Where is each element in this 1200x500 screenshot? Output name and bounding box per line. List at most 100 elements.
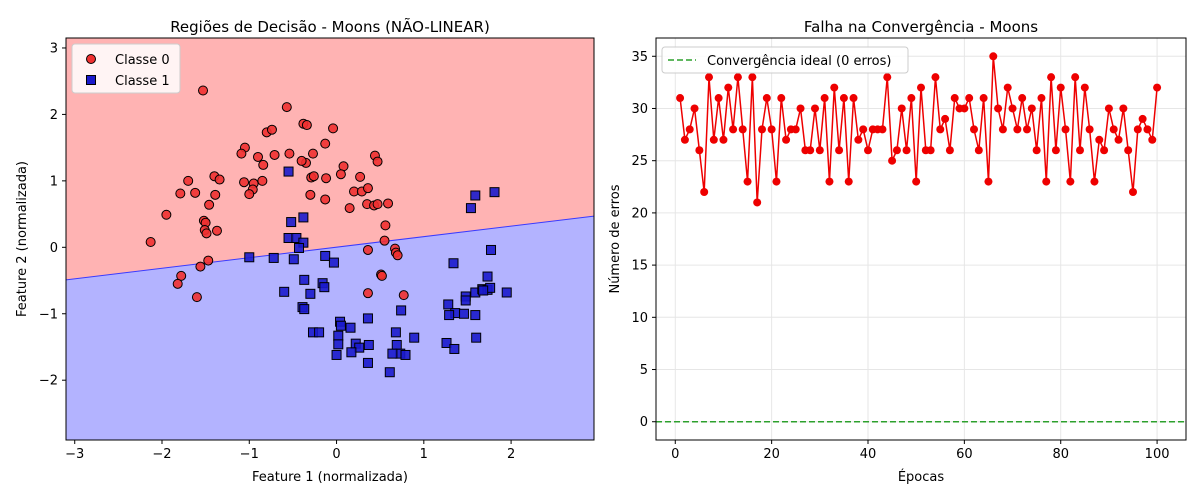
right-grid	[656, 38, 1186, 440]
right-chart-title: Falha na Convergência - Moons	[804, 18, 1038, 36]
error-point	[926, 146, 935, 155]
scatter-point-classe-0	[190, 187, 201, 198]
error-point	[1071, 73, 1080, 82]
error-point	[849, 94, 858, 103]
scatter-point-classe-0	[380, 220, 391, 231]
scatter-point-classe-1	[328, 257, 339, 268]
errors-line	[679, 56, 1158, 203]
error-point	[1114, 135, 1123, 144]
left-y-axis-label: Feature 2 (normalizada)	[15, 161, 30, 317]
x-tick-label: −2	[152, 447, 171, 462]
scatter-point-classe-0	[201, 228, 212, 239]
error-point	[762, 94, 771, 103]
scatter-point-classe-0	[239, 177, 250, 188]
error-point	[1013, 125, 1022, 134]
legend-label-ideal-line: Convergência ideal (0 erros)	[707, 54, 891, 69]
scatter-point-classe-0	[335, 169, 346, 180]
error-point	[690, 104, 699, 113]
scatter-point-classe-0	[145, 236, 156, 247]
error-point	[994, 104, 1003, 113]
scatter-point-classe-1	[441, 337, 452, 348]
scatter-point-classe-0	[195, 261, 206, 272]
scatter-point-classe-1	[299, 274, 310, 285]
scatter-point-classe-1	[333, 330, 344, 341]
scatter-point-classe-0	[257, 175, 268, 186]
scatter-point-classe-0	[320, 194, 331, 205]
legend-label-classe-1: Classe 1	[115, 74, 170, 89]
right-legend: Convergência ideal (0 erros)	[661, 46, 909, 74]
scatter-point-classe-0	[172, 278, 183, 289]
y-tick-label: 15	[631, 259, 648, 274]
left-x-axis-label: Feature 1 (normalizada)	[252, 470, 408, 485]
decision-region-chart: −3 −2 −1 0 1 2 −2 −1 0 1 2 3 Regiões de Decisão - …	[15, 17, 595, 485]
error-point	[1042, 177, 1051, 186]
error-point	[941, 114, 950, 123]
error-point	[1109, 125, 1118, 134]
scatter-point-classe-0	[379, 235, 390, 246]
error-point	[791, 125, 800, 134]
scatter-point-classe-0	[203, 255, 214, 266]
scatter-point-classe-0	[398, 290, 409, 301]
error-point	[1148, 135, 1157, 144]
error-point	[782, 135, 791, 144]
error-point	[680, 135, 689, 144]
y-tick-label: 3	[50, 41, 58, 56]
scatter-point-classe-1	[390, 327, 401, 338]
error-point	[979, 94, 988, 103]
error-point	[897, 104, 906, 113]
decision-region-classe-0	[66, 38, 594, 280]
scatter-point-classe-1	[305, 288, 316, 299]
error-point	[970, 125, 978, 134]
error-point	[888, 156, 897, 165]
error-point	[695, 146, 704, 155]
error-point	[892, 146, 901, 155]
error-point	[1018, 94, 1027, 103]
left-axes-frame	[65, 37, 595, 441]
error-point	[1124, 146, 1133, 155]
scatter-point-classe-0	[198, 85, 209, 96]
scatter-point-classe-0	[344, 203, 355, 214]
error-point	[777, 94, 786, 103]
scatter-point-classe-0	[214, 174, 225, 185]
scatter-point-classe-1	[335, 320, 346, 331]
scatter-point-classe-0	[183, 175, 194, 186]
scatter-point-classe-1	[279, 286, 290, 297]
scatter-point-classe-0	[362, 288, 373, 299]
scatter-point-classe-1	[444, 310, 455, 321]
scatter-point-classe-1	[362, 313, 373, 324]
error-point	[733, 73, 742, 82]
y-tick-label: 2	[50, 108, 58, 123]
error-point	[700, 188, 709, 197]
scatter-point-classe-1	[244, 252, 255, 263]
x-tick-label: 60	[956, 447, 973, 462]
error-point	[1037, 94, 1046, 103]
scatter-point-classe-0	[296, 155, 307, 166]
error-point	[878, 125, 887, 134]
scatter-point-classe-1	[409, 332, 420, 343]
right-y-ticks: 0 5 10 15 20 25 30 35	[631, 50, 656, 430]
error-point	[811, 104, 819, 113]
scatter-point-classe-1	[384, 367, 395, 378]
error-point	[1066, 177, 1075, 186]
legend-box	[661, 46, 909, 74]
error-point	[907, 94, 916, 103]
error-point	[1047, 73, 1056, 82]
y-tick-label: 0	[640, 415, 648, 430]
scatter-point-classe-1	[345, 322, 356, 333]
left-y-ticks: −2 −1 0 1 2 3	[39, 41, 66, 389]
scatter-point-classe-1	[465, 203, 476, 214]
scatter-point-classe-0	[175, 188, 186, 199]
error-point	[1138, 114, 1147, 123]
scatter-point-classe-1	[283, 166, 294, 177]
scatter-point-classe-1	[319, 282, 330, 293]
scatter-point-classe-1	[286, 217, 297, 228]
scatter-point-classe-0	[301, 120, 312, 131]
error-point	[705, 73, 713, 82]
legend-marker-classe-0	[86, 54, 96, 64]
scatter-point-classe-0	[362, 244, 373, 255]
scatter-point-classe-1	[396, 305, 407, 316]
y-tick-label: 1	[50, 174, 58, 189]
scatter-point-classe-1	[363, 339, 374, 350]
x-tick-label: 20	[763, 447, 780, 462]
error-point	[864, 146, 872, 155]
